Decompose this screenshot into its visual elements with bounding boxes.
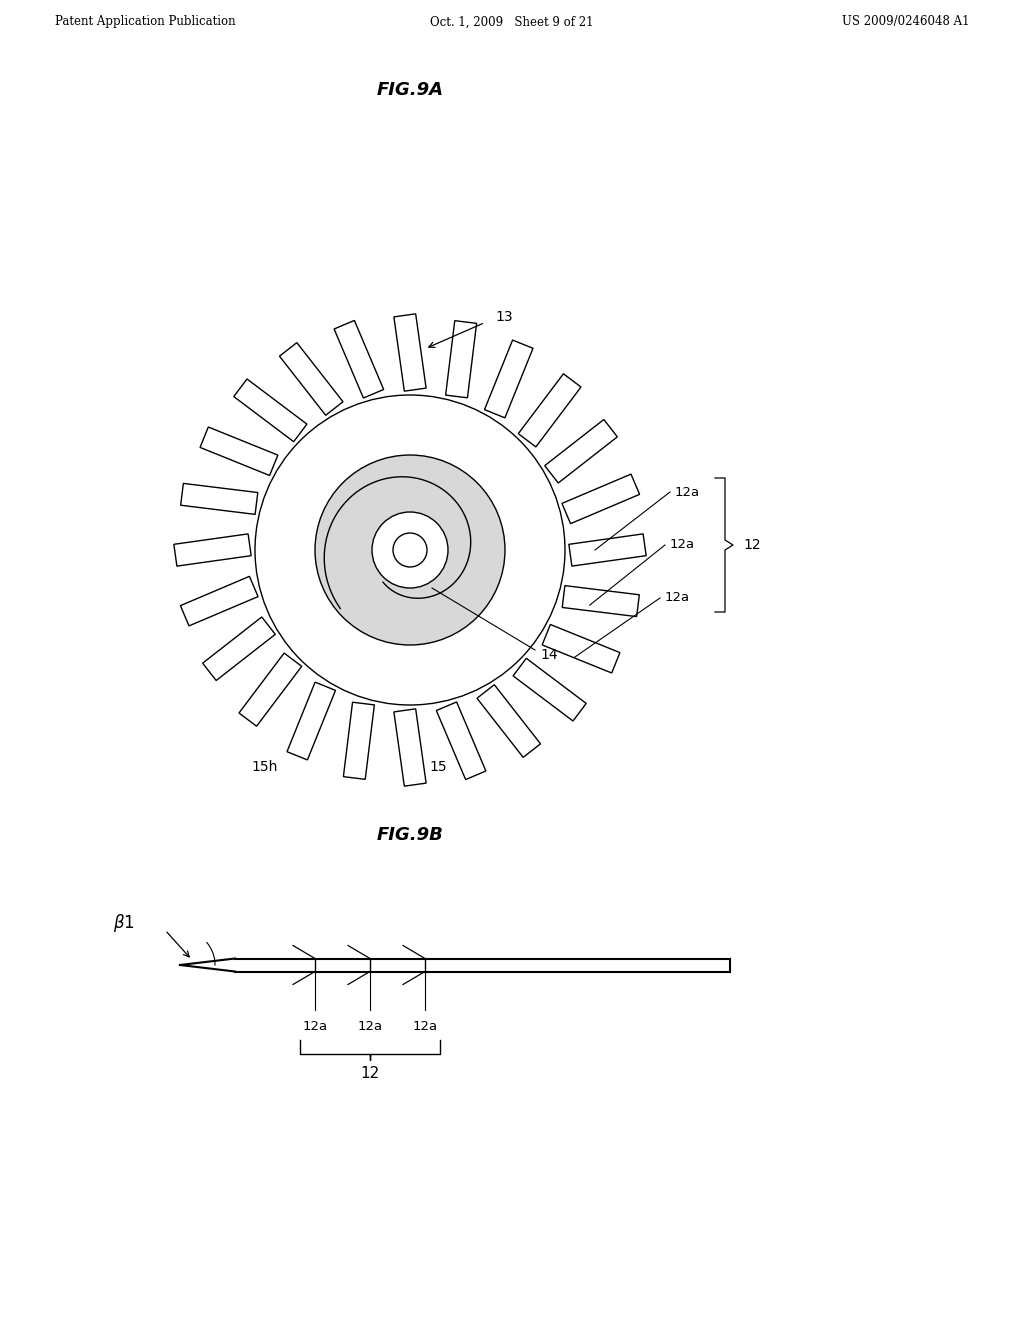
- Text: 13: 13: [495, 310, 513, 325]
- Text: $\beta$1: $\beta$1: [114, 912, 135, 935]
- Circle shape: [372, 512, 449, 587]
- Text: 12a: 12a: [670, 539, 695, 552]
- Circle shape: [393, 533, 427, 568]
- Circle shape: [315, 455, 505, 645]
- Text: 12a: 12a: [665, 591, 690, 605]
- Text: 12a: 12a: [413, 1020, 437, 1034]
- Text: 12a: 12a: [675, 486, 700, 499]
- Text: 12: 12: [360, 1067, 380, 1081]
- Circle shape: [255, 395, 565, 705]
- Text: Oct. 1, 2009   Sheet 9 of 21: Oct. 1, 2009 Sheet 9 of 21: [430, 16, 594, 29]
- Text: 14: 14: [540, 648, 558, 663]
- Text: 12a: 12a: [357, 1020, 383, 1034]
- Text: 15: 15: [429, 760, 446, 774]
- Text: 12a: 12a: [302, 1020, 328, 1034]
- Text: 15h: 15h: [252, 760, 279, 774]
- Text: FIG.9A: FIG.9A: [377, 81, 443, 99]
- Text: FIG.9B: FIG.9B: [377, 826, 443, 843]
- Text: US 2009/0246048 A1: US 2009/0246048 A1: [843, 16, 970, 29]
- Text: 12: 12: [743, 539, 761, 552]
- Text: Patent Application Publication: Patent Application Publication: [55, 16, 236, 29]
